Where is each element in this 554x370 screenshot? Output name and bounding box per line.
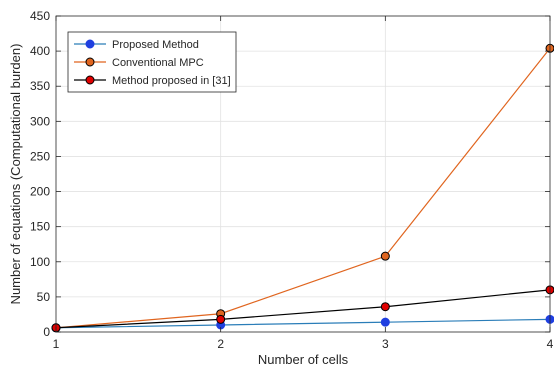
legend: Proposed Method Conventional MPC Method pr…: [67, 31, 237, 93]
legend-label: Conventional MPC: [112, 57, 204, 69]
y-tick-label: 300: [30, 114, 50, 128]
x-tick-label: 1: [53, 337, 60, 351]
legend-item: Method proposed in [31]: [74, 75, 231, 87]
series-layer: [51, 43, 554, 333]
legend-label: Proposed Method: [112, 39, 199, 51]
series-line: [55, 289, 551, 329]
x-tick-label: 3: [382, 337, 389, 351]
plot-frame: [55, 15, 551, 333]
y-tick-label: 100: [30, 255, 50, 269]
y-tick-label: 200: [30, 185, 50, 199]
x-tick-label: 4: [547, 337, 554, 351]
y-tick-label: 0: [43, 325, 50, 339]
y-tick-label: 50: [37, 290, 51, 304]
y-axis-label: Number of equations (Computational burde…: [8, 44, 23, 305]
x-tick-label: 2: [217, 337, 224, 351]
series-line: [55, 318, 551, 329]
legend-marker: [85, 57, 95, 67]
y-tick-label: 150: [30, 220, 50, 234]
data-point: [216, 314, 226, 324]
data-point: [380, 251, 390, 261]
data-point: [380, 317, 390, 327]
x-axis-label: Number of cells: [258, 352, 349, 367]
data-point: [380, 302, 390, 312]
legend-marker: [85, 75, 95, 85]
axis-ticks: 0 50 100 150 200 250 300 350 400 450 1 2 3 4: [30, 9, 554, 351]
legend-marker: [85, 39, 95, 49]
legend-item: Conventional MPC: [74, 57, 204, 69]
series-line: [55, 47, 551, 329]
legend-item: Proposed Method: [74, 39, 199, 51]
legend-label: Method proposed in [31]: [112, 75, 231, 87]
y-tick-label: 350: [30, 79, 50, 93]
y-tick-label: 450: [30, 9, 50, 23]
y-tick-label: 400: [30, 44, 50, 58]
y-tick-label: 250: [30, 149, 50, 163]
